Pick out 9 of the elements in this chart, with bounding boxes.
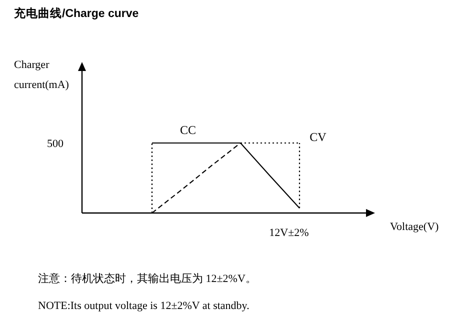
text: 注意：待机状态时，其输出电压为 12±2%V。 <box>38 272 256 285</box>
text: NOTE:Its output voltage is 12±2%V at standby. <box>38 300 250 312</box>
chart-title: 充电曲线/Charge curve <box>13 6 139 20</box>
text: Voltage(V) <box>390 221 440 233</box>
text: Charger current(mA) <box>14 59 70 91</box>
text: CC <box>180 123 196 137</box>
annotation: CV <box>310 130 327 144</box>
text: 500 <box>47 138 64 150</box>
text: 12V±2% <box>269 227 309 239</box>
